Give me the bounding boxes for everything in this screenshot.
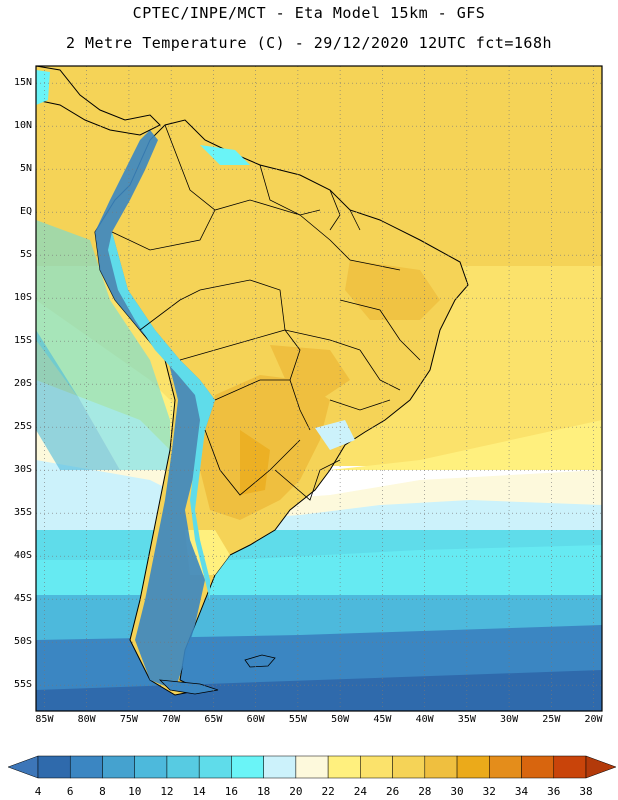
longitude-label: 75W: [119, 714, 138, 725]
colorbar-swatch: [295, 755, 329, 779]
colorbar-low-arrow: [7, 755, 39, 779]
colorbar: [7, 755, 617, 779]
latitude-label: EQ: [19, 206, 32, 218]
colorbar-swatch: [198, 755, 232, 779]
central-america-highlands: [36, 70, 50, 105]
latitude-label: 45S: [13, 593, 32, 605]
colorbar-label: 34: [514, 785, 529, 798]
colorbar-swatch: [553, 755, 587, 779]
colorbar-label: 24: [353, 785, 367, 798]
colorbar-swatch: [424, 755, 458, 779]
map-frame: [35, 65, 603, 712]
longitude-label: 45W: [373, 714, 392, 725]
latitude-label: 15N: [13, 77, 32, 89]
latitude-label: 5N: [19, 163, 32, 175]
latitude-label: 40S: [13, 550, 32, 562]
pacific-cool-strip: [36, 220, 170, 470]
colorbar-swatch: [134, 755, 168, 779]
venezuela-highlands: [200, 145, 250, 165]
colorbar-label: 10: [128, 785, 142, 798]
pacific-cold-strip: [36, 330, 120, 470]
map-title: CPTEC/INPE/MCT - Eta Model 15km - GFS: [132, 4, 486, 22]
latitude-label: 25S: [13, 421, 32, 433]
falkland-islands: [244, 654, 276, 668]
latitude-label: 55S: [13, 679, 32, 691]
colorbar-swatch: [231, 755, 264, 779]
colorbar-label: 22: [321, 785, 335, 798]
colorbar-swatch: [166, 755, 200, 779]
colorbar-label: 4: [34, 785, 42, 798]
longitude-label: 25W: [542, 714, 561, 725]
longitude-label: 30W: [500, 714, 519, 725]
latitude-label: 5S: [19, 249, 32, 261]
latitude-label: 15S: [13, 335, 32, 347]
colorbar-label: 20: [289, 785, 303, 798]
longitude-label: 70W: [162, 714, 181, 725]
colorbar-swatch: [521, 755, 555, 779]
latitude-label: 20S: [13, 378, 32, 390]
latitude-label: 30S: [13, 464, 32, 476]
longitude-label: 55W: [288, 714, 307, 725]
map-subtitle: 2 Metre Temperature (C) - 29/12/2020 12U…: [65, 34, 553, 52]
longitude-label: 40W: [415, 714, 434, 725]
hot-region-central-brazil: [270, 345, 350, 400]
colorbar-label: 26: [385, 785, 400, 798]
latitude-label: 10S: [13, 292, 32, 304]
latitude-label: 50S: [13, 636, 32, 648]
hottest-region: [240, 430, 270, 495]
longitude-label: 20W: [584, 714, 603, 725]
central-america: [36, 66, 161, 136]
longitude-label: 65W: [204, 714, 223, 725]
colorbar-label: 6: [66, 785, 74, 798]
colorbar-label: 36: [547, 785, 561, 798]
colorbar-label: 38: [579, 785, 593, 798]
latitude-label: 10N: [13, 120, 32, 132]
longitude-label: 80W: [77, 714, 96, 725]
colorbar-label: 28: [418, 785, 432, 798]
colorbar-label: 30: [450, 785, 464, 798]
longitude-label: 35W: [457, 714, 476, 725]
andes-foothills: [108, 232, 215, 600]
colorbar-swatch: [392, 755, 426, 779]
colorbar-label: 32: [482, 785, 496, 798]
andes-cold-strip: [95, 130, 215, 690]
colorbar-swatch: [69, 755, 103, 779]
colorbar-swatch: [360, 755, 393, 779]
longitude-label: 50W: [331, 714, 350, 725]
colorbar-high-arrow: [585, 755, 617, 779]
colorbar-swatch: [489, 755, 522, 779]
colorbar-swatch: [327, 755, 361, 779]
colorbar-swatch: [37, 755, 71, 779]
colorbar-label: 18: [257, 785, 271, 798]
longitude-label: 60W: [246, 714, 265, 725]
colorbar-swatch: [102, 755, 135, 779]
colorbar-label: 12: [160, 785, 174, 798]
colorbar-swatch: [456, 755, 490, 779]
tierra-del-fuego: [158, 679, 219, 695]
colorbar-swatch: [263, 755, 297, 779]
hot-region-northeast: [345, 260, 440, 320]
colorbar-label: 16: [224, 785, 239, 798]
colorbar-label: 8: [99, 785, 106, 798]
polar-band: [36, 670, 602, 711]
longitude-label: 85W: [35, 714, 54, 725]
colorbar-label: 14: [192, 785, 206, 798]
latitude-label: 35S: [13, 507, 32, 519]
